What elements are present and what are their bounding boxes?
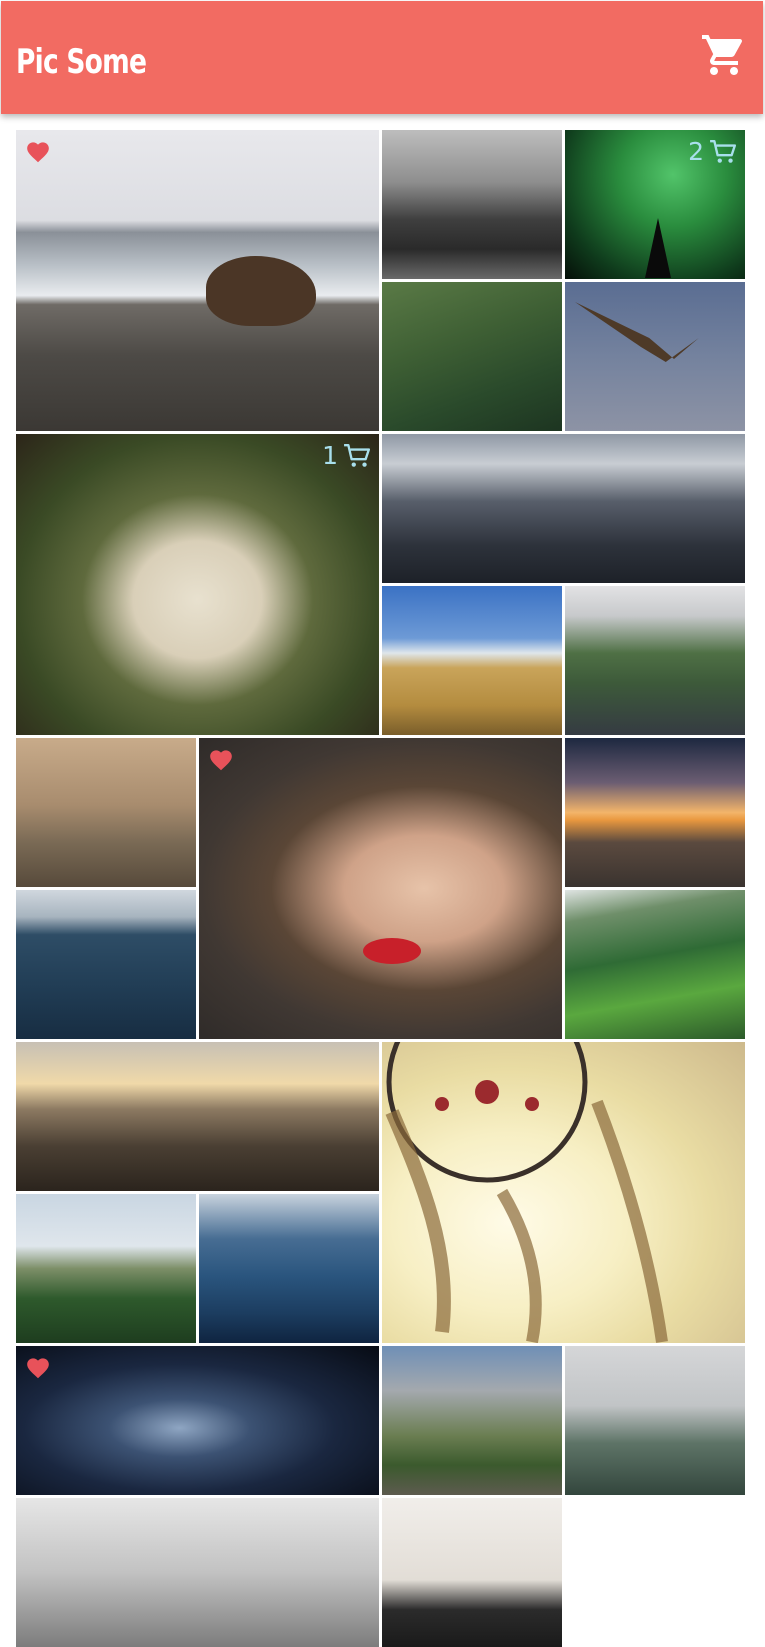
photo-foggy-hills (16, 1498, 379, 1647)
photo-misty-mountain (565, 1346, 745, 1495)
photo-tile-pug[interactable]: 1 (16, 434, 379, 735)
photo-gallery: 2 1 (16, 130, 747, 1647)
photo-tile-misty-mountain[interactable] (565, 1346, 745, 1495)
heart-icon[interactable] (25, 139, 51, 163)
app-title: Pic Some (16, 42, 147, 82)
heart-icon[interactable] (25, 1355, 51, 1379)
photo-tile-foggy-hills[interactable] (16, 1498, 379, 1647)
photo-tower (382, 434, 745, 583)
photo-castle (16, 1194, 196, 1343)
photo-tile-sea-rocks[interactable] (382, 1498, 562, 1647)
photo-tile-wave[interactable] (199, 1194, 379, 1343)
app-header: Pic Some (1, 1, 763, 114)
photo-tile-waterfall[interactable] (565, 890, 745, 1039)
heart-icon[interactable] (208, 747, 234, 771)
photo-bear (16, 130, 379, 431)
photo-tile-dead-trees[interactable] (16, 738, 196, 887)
photo-face (199, 738, 562, 1039)
photo-tile-city[interactable] (565, 586, 745, 735)
photo-tile-valley[interactable] (16, 1042, 379, 1191)
photo-wave (199, 1194, 379, 1343)
photo-tile-forest[interactable] (382, 282, 562, 431)
photo-tile-yosemite[interactable] (382, 1346, 562, 1495)
photo-tile-sea[interactable] (16, 890, 196, 1039)
photo-tile-sunset[interactable] (565, 738, 745, 887)
in-cart-badge[interactable]: 2 (688, 138, 737, 166)
photo-fog (382, 130, 562, 279)
photo-tile-castle[interactable] (16, 1194, 196, 1343)
photo-tile-face[interactable] (199, 738, 562, 1039)
photo-tile-star-trails[interactable] (16, 1346, 379, 1495)
photo-field (382, 586, 562, 735)
photo-tile-aurora[interactable]: 2 (565, 130, 745, 279)
photo-eagle (565, 282, 745, 431)
photo-forest (382, 282, 562, 431)
photo-city (565, 586, 745, 735)
photo-tile-eagle[interactable] (565, 282, 745, 431)
photo-sea-rocks (382, 1498, 562, 1647)
photo-waterfall (565, 890, 745, 1039)
photo-dreamcatcher (382, 1042, 745, 1343)
photo-tile-fog[interactable] (382, 130, 562, 279)
photo-valley (16, 1042, 379, 1191)
cart-icon[interactable] (700, 31, 748, 79)
photo-tile-field[interactable] (382, 586, 562, 735)
cart-count: 2 (688, 137, 704, 166)
cart-icon (710, 140, 737, 163)
photo-dead-trees (16, 738, 196, 887)
in-cart-badge[interactable]: 1 (322, 442, 371, 470)
cart-icon (344, 444, 371, 467)
cart-count: 1 (322, 441, 338, 470)
photo-sea (16, 890, 196, 1039)
photo-aurora (565, 130, 745, 279)
photo-tile-bear[interactable] (16, 130, 379, 431)
photo-tile-tower[interactable] (382, 434, 745, 583)
photo-pug (16, 434, 379, 735)
photo-tile-dreamcatcher[interactable] (382, 1042, 745, 1343)
photo-yosemite (382, 1346, 562, 1495)
photo-star-trails (16, 1346, 379, 1495)
photo-sunset (565, 738, 745, 887)
